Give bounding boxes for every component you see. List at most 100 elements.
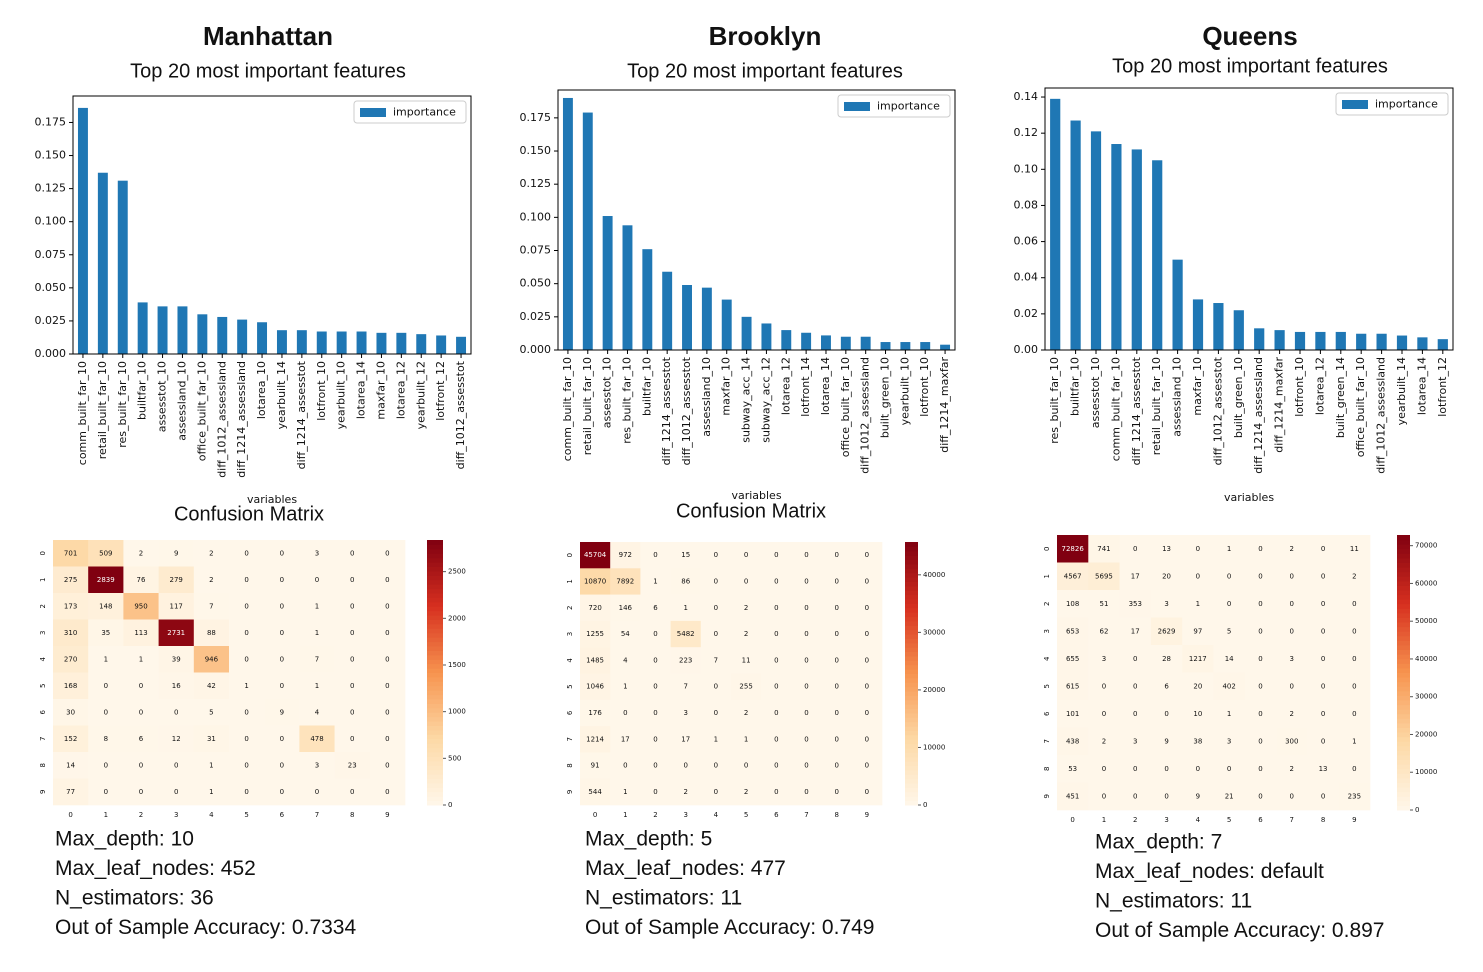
cell-value: 0 bbox=[1102, 710, 1106, 718]
cell-value: 2 bbox=[744, 709, 748, 717]
heatmap-cell bbox=[369, 778, 406, 806]
colorbar-segment bbox=[427, 562, 443, 567]
colorbar-segment bbox=[1397, 764, 1410, 770]
heatmap-cell bbox=[821, 752, 853, 779]
colorbar-segment bbox=[427, 681, 443, 687]
heatmap-cell bbox=[851, 594, 883, 622]
colorbar-segment bbox=[427, 540, 443, 545]
heatmap-cell bbox=[1213, 645, 1246, 673]
y-tick-label: 0.150 bbox=[520, 144, 552, 157]
cell-value: 76 bbox=[137, 576, 146, 584]
cell-value: 0 bbox=[774, 709, 778, 717]
plot-frame bbox=[72, 95, 472, 355]
heatmap-cell bbox=[193, 699, 230, 726]
cell-value: 0 bbox=[174, 708, 178, 716]
bar bbox=[880, 342, 891, 350]
cell-value: 0 bbox=[1321, 627, 1325, 635]
cell-value: 0 bbox=[104, 761, 108, 769]
bar bbox=[821, 335, 831, 350]
cell-value: 0 bbox=[350, 655, 354, 663]
heatmap-cell bbox=[369, 566, 406, 594]
heatmap-cell bbox=[1338, 617, 1371, 646]
colorbar-segment bbox=[427, 663, 443, 669]
heatmap-cell bbox=[264, 699, 300, 726]
heatmap-cell bbox=[158, 540, 195, 567]
bar bbox=[920, 342, 931, 350]
colorbar-segment bbox=[905, 761, 918, 767]
cell-value: 13 bbox=[1162, 545, 1171, 553]
cell-value: 0 bbox=[714, 683, 718, 691]
y-tick-label: 0.075 bbox=[520, 244, 552, 257]
x-tick-label: lotarea_12 bbox=[779, 357, 792, 415]
heatmap-cell bbox=[299, 593, 335, 620]
heatmap-cell bbox=[53, 672, 89, 700]
heatmap-cell bbox=[193, 725, 230, 753]
colorbar-segment bbox=[905, 783, 918, 788]
heatmap-cell bbox=[53, 699, 89, 726]
colorbar-segment bbox=[427, 623, 443, 629]
cell-value: 0 bbox=[623, 762, 627, 770]
heatmap-cell bbox=[1213, 700, 1246, 728]
colorbar-tick-label: 2000 bbox=[448, 614, 466, 622]
heatmap-cell bbox=[1244, 672, 1277, 701]
cell-value: 0 bbox=[385, 549, 389, 557]
bar bbox=[1050, 98, 1061, 351]
bar bbox=[761, 323, 772, 350]
y-tick-label: 0.14 bbox=[1014, 90, 1039, 103]
y-tick-label: 4 bbox=[566, 658, 574, 663]
cell-value: 0 bbox=[774, 762, 778, 770]
heatmap-cell bbox=[670, 594, 702, 622]
y-tick-label: 0.100 bbox=[520, 210, 552, 223]
plot-frame bbox=[1044, 87, 1454, 351]
colorbar-segment bbox=[1397, 645, 1410, 651]
heatmap-cell bbox=[670, 778, 702, 806]
cell-value: 0 bbox=[1321, 682, 1325, 690]
heatmap-cell bbox=[580, 542, 611, 569]
cell-value: 0 bbox=[350, 602, 354, 610]
colorbar-segment bbox=[427, 579, 443, 585]
x-tick-label: 2 bbox=[1133, 816, 1137, 824]
cell-value: 0 bbox=[865, 551, 869, 559]
x-tick-label: 9 bbox=[385, 811, 389, 819]
heatmap-cell bbox=[610, 542, 641, 569]
heatmap-cell bbox=[123, 752, 159, 779]
model-param: N_estimators: 11 bbox=[1095, 890, 1252, 913]
colorbar-segment bbox=[905, 721, 918, 727]
heatmap-cell bbox=[851, 726, 883, 753]
heatmap-cell bbox=[334, 566, 371, 594]
panel-title: Queens bbox=[1202, 21, 1297, 51]
heatmap-cell bbox=[88, 725, 124, 753]
x-tick-label: builtfar_10 bbox=[640, 357, 653, 416]
heatmap-cell bbox=[88, 672, 124, 700]
colorbar-segment bbox=[427, 606, 443, 612]
colorbar-segment bbox=[905, 739, 918, 745]
heatmap-cell bbox=[193, 593, 230, 620]
heatmap-cell bbox=[369, 619, 406, 647]
x-tick-label: retail_built_far_10 bbox=[581, 357, 594, 455]
colorbar-segment bbox=[905, 542, 918, 547]
cell-value: 23 bbox=[348, 761, 357, 769]
cell-value: 2839 bbox=[97, 576, 115, 584]
heatmap-cell bbox=[1213, 727, 1246, 756]
cell-value: 10 bbox=[1193, 710, 1202, 718]
heatmap-cell bbox=[1150, 672, 1183, 701]
heatmap-cell bbox=[580, 699, 611, 727]
colorbar-segment bbox=[427, 672, 443, 678]
cell-value: 0 bbox=[1352, 710, 1356, 718]
cell-value: 0 bbox=[350, 788, 354, 796]
colorbar-segment bbox=[905, 791, 918, 797]
cell-value: 7 bbox=[714, 656, 718, 664]
cell-value: 0 bbox=[1196, 765, 1200, 773]
colorbar-segment bbox=[905, 568, 918, 574]
colorbar-tick-label: 20000 bbox=[923, 686, 945, 694]
heatmap-cell bbox=[123, 725, 159, 753]
colorbar-segment bbox=[1397, 736, 1410, 742]
colorbar-segment bbox=[427, 619, 443, 625]
cell-value: 279 bbox=[170, 576, 183, 584]
heatmap-cell bbox=[264, 778, 300, 806]
x-tick-label: 6 bbox=[774, 811, 779, 819]
x-tick-label: diff_1214_assessland bbox=[1252, 357, 1265, 474]
y-tick-label: 0.000 bbox=[520, 343, 552, 356]
cell-value: 3 bbox=[315, 549, 319, 557]
heatmap-cell bbox=[821, 778, 853, 806]
